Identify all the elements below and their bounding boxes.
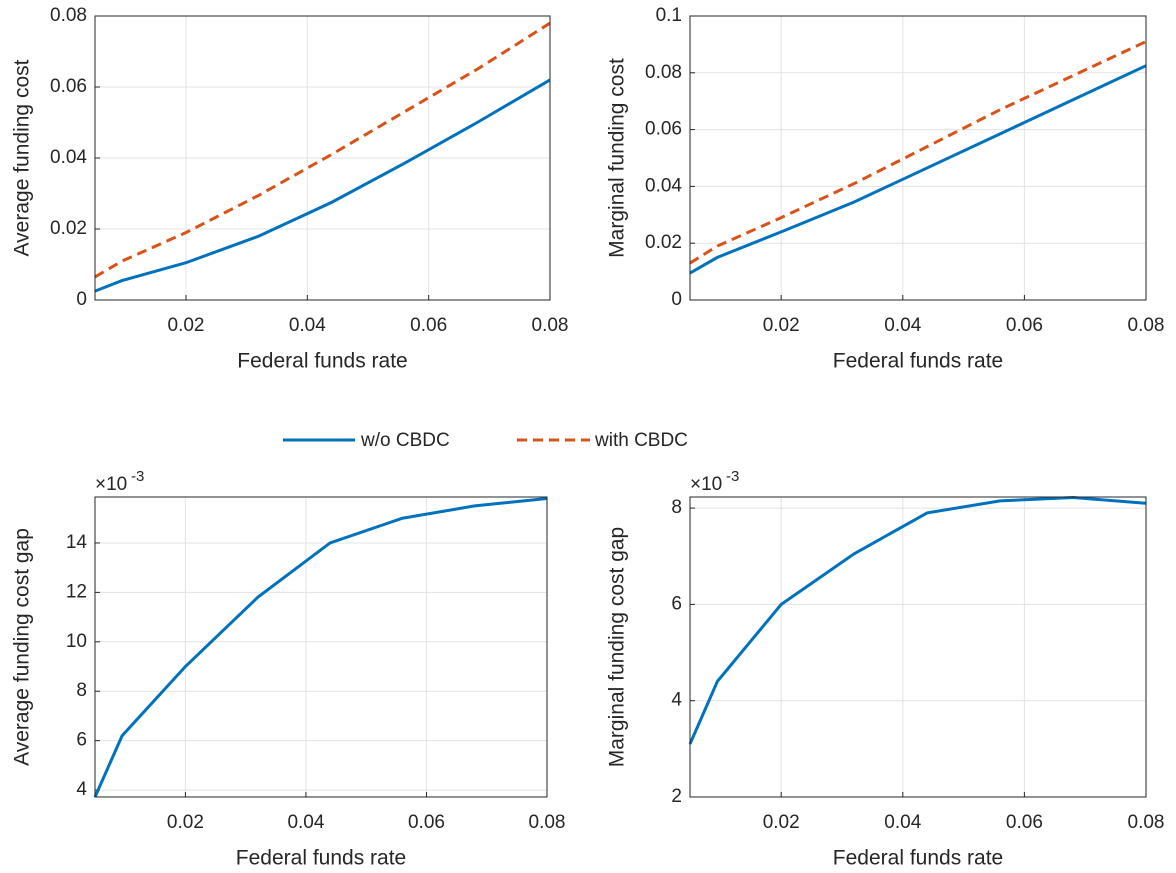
x-tick-label: 0.06 xyxy=(1006,812,1043,833)
x-axis-label: Federal funds rate xyxy=(833,350,1003,373)
x-tick-label: 0.02 xyxy=(763,812,800,833)
y-tick-label: 6 xyxy=(671,593,682,614)
x-axis-label: Federal funds rate xyxy=(833,847,1003,870)
y-tick-label: 0.02 xyxy=(645,232,682,253)
x-tick-label: 0.04 xyxy=(289,315,326,336)
data-line xyxy=(93,496,548,798)
y-tick-label: 0 xyxy=(76,289,87,310)
plot-area xyxy=(689,40,1147,275)
legend-label: with CBDC xyxy=(594,430,688,451)
legend: w/o CBDC with CBDC xyxy=(283,430,688,451)
y-tick-label: 0.04 xyxy=(50,147,87,168)
x-tick-label: 0.02 xyxy=(168,315,205,336)
y-tick-label: 10 xyxy=(66,631,87,652)
data-line xyxy=(94,21,551,279)
data-line xyxy=(689,40,1147,265)
x-axis-label: Federal funds rate xyxy=(236,847,406,870)
plot-area xyxy=(94,21,551,293)
y-tick-label: 4 xyxy=(671,690,682,711)
y-tick-label: 4 xyxy=(76,779,87,800)
x-tick-label: 0.02 xyxy=(167,812,204,833)
y-tick-label: 8 xyxy=(671,497,682,518)
y-tick-label: 0.04 xyxy=(645,175,682,196)
x-tick-label: 0.08 xyxy=(532,315,569,336)
y-tick-label: 0 xyxy=(671,289,682,310)
y-axis-label: Marginal funding cost gap xyxy=(606,527,629,768)
y-tick-label: 0.02 xyxy=(50,218,87,239)
plot-area xyxy=(93,496,548,798)
y-axis-label: Marginal funding cost xyxy=(606,58,629,258)
axes-box xyxy=(94,15,551,301)
y-axis-label: Average funding cost xyxy=(11,59,34,256)
x-tick-label: 0.08 xyxy=(529,812,566,833)
y-tick-label: 14 xyxy=(66,532,88,553)
y-tick-label: 0.1 xyxy=(656,5,682,26)
y-scale-base: ×10 xyxy=(690,474,722,495)
y-tick-label: 0.06 xyxy=(645,119,682,140)
y-axis-label: Average funding cost gap xyxy=(11,528,34,766)
x-tick-label: 0.04 xyxy=(287,812,324,833)
x-tick-label: 0.06 xyxy=(408,812,445,833)
x-axis-label: Federal funds rate xyxy=(237,350,407,373)
x-tick-label: 0.06 xyxy=(1006,315,1043,336)
y-tick-label: 8 xyxy=(76,680,87,701)
x-tick-label: 0.08 xyxy=(1128,812,1165,833)
x-tick-label: 0.02 xyxy=(763,315,800,336)
data-line xyxy=(94,78,551,293)
x-tick-label: 0.04 xyxy=(884,315,921,336)
y-scale-base: ×10 xyxy=(95,474,127,495)
data-line xyxy=(689,64,1147,275)
y-tick-label: 12 xyxy=(66,581,87,602)
y-tick-label: 6 xyxy=(76,730,87,751)
axes-box xyxy=(689,496,1147,798)
y-tick-label: 0.08 xyxy=(645,62,682,83)
y-scale-exponent: -3 xyxy=(131,468,144,485)
y-tick-label: 0.06 xyxy=(50,76,87,97)
data-line xyxy=(688,495,1147,745)
y-scale-exponent: -3 xyxy=(726,468,739,485)
y-tick-label: 0.08 xyxy=(50,5,87,26)
x-tick-label: 0.04 xyxy=(884,812,921,833)
plot-area xyxy=(688,495,1147,745)
axes-box xyxy=(94,496,548,798)
x-tick-label: 0.06 xyxy=(410,315,447,336)
y-tick-label: 2 xyxy=(671,786,682,807)
axes-box xyxy=(689,15,1147,301)
legend-label: w/o CBDC xyxy=(360,430,450,451)
x-tick-label: 0.08 xyxy=(1128,315,1165,336)
